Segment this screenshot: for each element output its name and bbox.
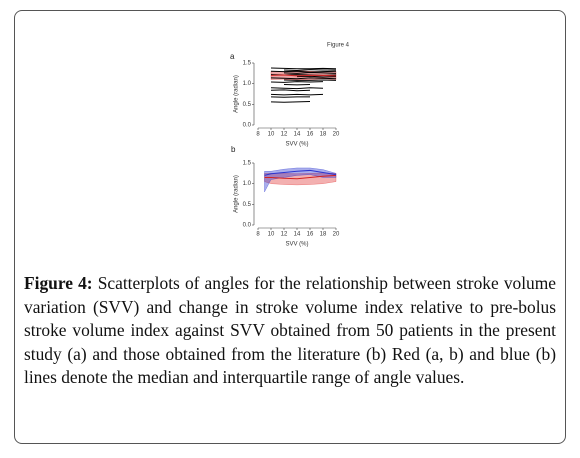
y-axis-label: Angle (radian) — [234, 75, 240, 113]
iqr-band — [264, 167, 337, 193]
data-line — [264, 169, 337, 176]
data-line — [270, 87, 324, 90]
x-axis-label: SVV (%) — [285, 142, 308, 148]
data-line — [270, 77, 337, 80]
x-axis-label: SVV (%) — [285, 242, 308, 248]
panel-label: b — [231, 145, 236, 154]
y-tick-label: 0.5 — [243, 102, 252, 108]
data-line — [270, 89, 311, 92]
y-tick-label: 1.5 — [243, 161, 252, 167]
y-tick-label: 0.0 — [243, 123, 252, 129]
x-tick-label: 20 — [333, 132, 340, 138]
panel-label: a — [230, 52, 235, 61]
y-axis-label: Angle (radian) — [234, 175, 240, 213]
data-line — [270, 70, 337, 73]
y-tick-label: 0.0 — [243, 223, 252, 229]
y-tick-label: 1.0 — [243, 81, 252, 87]
data-line — [270, 81, 324, 83]
x-tick-label: 20 — [333, 232, 340, 238]
caption: Figure 4: Scatterplots of angles for the… — [24, 272, 556, 390]
data-line — [283, 72, 337, 74]
figure: Figure 4 a 0.0 0.5 1.0 1.5 8 10 12 14 16 18 20 SVV (… — [230, 43, 350, 248]
x-tick-label: 10 — [268, 232, 275, 238]
data-line — [270, 100, 311, 103]
caption-label: Figure 4: — [24, 273, 93, 293]
y-tick-label: 0.5 — [243, 202, 252, 208]
x-tick-label: 12 — [281, 132, 288, 138]
data-line — [264, 174, 337, 180]
data-line — [270, 67, 337, 70]
figure-label: Figure 4 — [327, 43, 350, 49]
data-line — [270, 74, 337, 77]
caption-text: Scatterplots of angles for the relations… — [24, 273, 556, 387]
x-tick-label: 18 — [320, 232, 327, 238]
y-tick-label: 1.5 — [243, 61, 252, 67]
x-tick-label: 8 — [256, 232, 260, 238]
figure-frame — [14, 10, 566, 444]
data-line — [283, 69, 336, 71]
x-tick-label: 18 — [320, 132, 327, 138]
x-tick-label: 12 — [281, 232, 288, 238]
x-tick-label: 8 — [256, 132, 260, 138]
x-tick-label: 16 — [307, 132, 314, 138]
x-tick-label: 10 — [268, 132, 275, 138]
data-line — [296, 75, 337, 78]
x-tick-label: 16 — [307, 232, 314, 238]
x-tick-label: 14 — [294, 132, 301, 138]
y-tick-label: 1.0 — [243, 181, 252, 187]
x-tick-label: 14 — [294, 232, 301, 238]
